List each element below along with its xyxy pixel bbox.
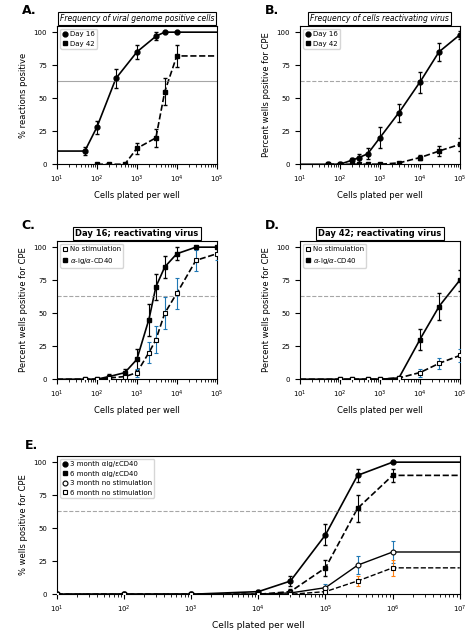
Title: Day 42; reactivating virus: Day 42; reactivating virus xyxy=(318,229,441,238)
Text: C.: C. xyxy=(22,219,36,233)
Y-axis label: Percent wells positive for CPE: Percent wells positive for CPE xyxy=(19,247,28,373)
X-axis label: Cells plated per well: Cells plated per well xyxy=(337,191,423,200)
Y-axis label: Percent wells positive for CPE: Percent wells positive for CPE xyxy=(262,33,271,157)
Y-axis label: % wells positive for CPE: % wells positive for CPE xyxy=(19,475,28,575)
Legend: 3 month αIg/εCD40, 6 month αIg/εCD40, 3 month no stimulation, 6 month no stimula: 3 month αIg/εCD40, 6 month αIg/εCD40, 3 … xyxy=(60,459,154,498)
X-axis label: Cells plated per well: Cells plated per well xyxy=(94,406,180,415)
Title: Day 16; reactivating virus: Day 16; reactivating virus xyxy=(75,229,199,238)
Y-axis label: % reactions positive: % reactions positive xyxy=(19,52,28,137)
X-axis label: Cells plated per well: Cells plated per well xyxy=(94,191,180,200)
Legend: Day 16, Day 42: Day 16, Day 42 xyxy=(303,29,340,49)
Text: A.: A. xyxy=(22,4,36,17)
Title: Frequency of cells reactivating virus: Frequency of cells reactivating virus xyxy=(310,15,449,24)
X-axis label: Cells plated per well: Cells plated per well xyxy=(212,621,305,630)
Legend: Day 16, Day 42: Day 16, Day 42 xyxy=(60,29,97,49)
Text: B.: B. xyxy=(264,4,279,17)
Text: D.: D. xyxy=(264,219,280,233)
Y-axis label: Percent wells positive for CPE: Percent wells positive for CPE xyxy=(262,247,271,373)
Legend: No stimulation, $\alpha$-lg/$\alpha$-CD40: No stimulation, $\alpha$-lg/$\alpha$-CD4… xyxy=(303,244,366,268)
Legend: No stimulation, $\alpha$-ig/$\alpha$-CD40: No stimulation, $\alpha$-ig/$\alpha$-CD4… xyxy=(60,244,123,268)
Text: E.: E. xyxy=(25,438,38,452)
Title: Frequency of viral genome positive cells: Frequency of viral genome positive cells xyxy=(60,15,214,24)
X-axis label: Cells plated per well: Cells plated per well xyxy=(337,406,423,415)
